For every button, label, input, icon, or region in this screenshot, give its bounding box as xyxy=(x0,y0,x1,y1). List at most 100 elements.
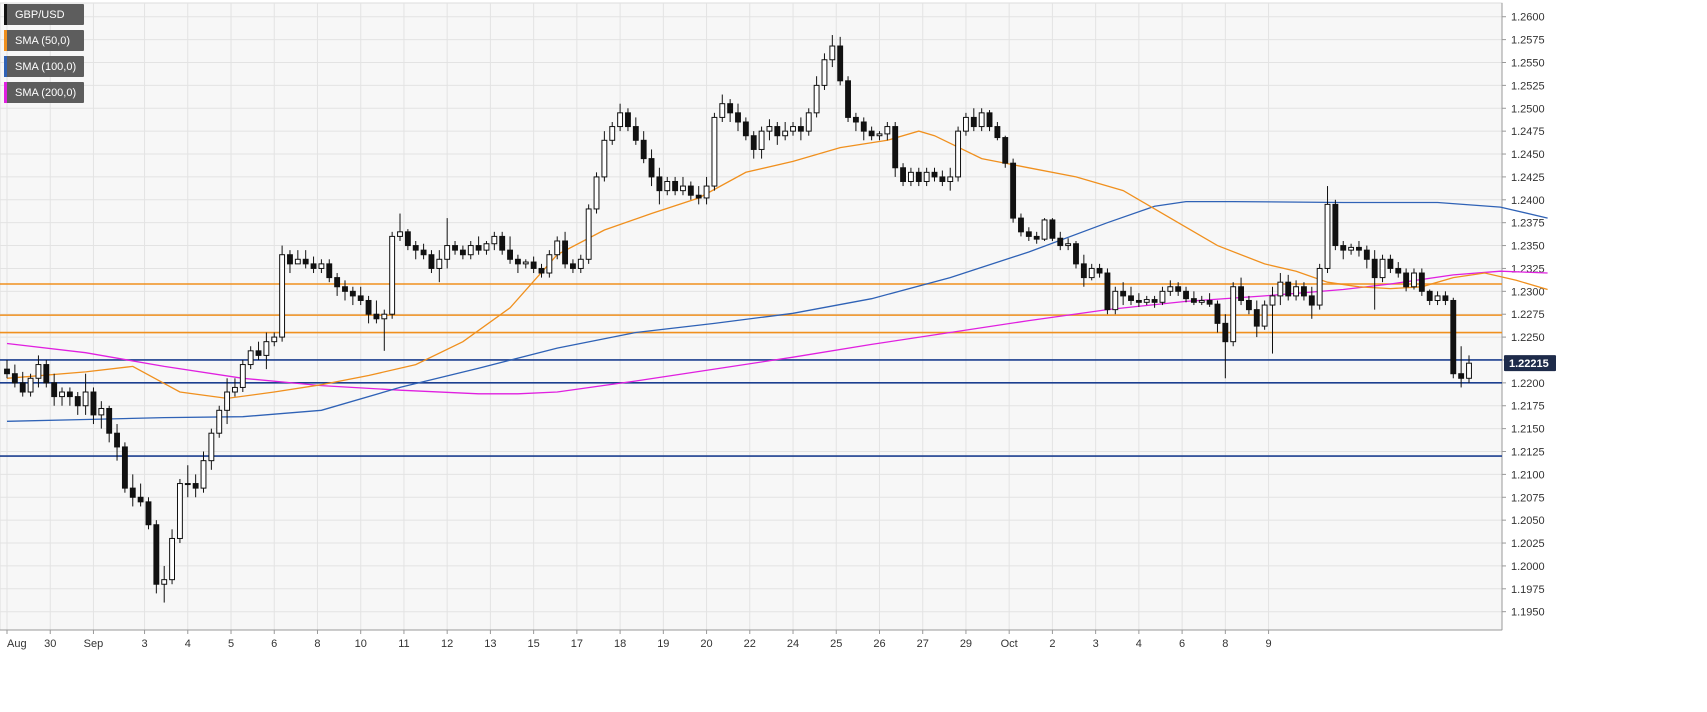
candle[interactable] xyxy=(1308,295,1315,306)
candle[interactable] xyxy=(1096,267,1103,274)
candle[interactable] xyxy=(1363,249,1370,260)
candle[interactable] xyxy=(1466,362,1472,379)
candle[interactable] xyxy=(279,254,286,338)
candle[interactable] xyxy=(970,116,977,128)
candle[interactable] xyxy=(1253,309,1260,327)
candle[interactable] xyxy=(546,254,553,274)
candle[interactable] xyxy=(955,130,962,178)
candle[interactable] xyxy=(1379,258,1386,279)
candle[interactable] xyxy=(137,496,144,503)
candle[interactable] xyxy=(1277,281,1284,297)
candle[interactable] xyxy=(35,364,42,379)
candle[interactable] xyxy=(90,391,97,416)
candle[interactable] xyxy=(758,130,765,150)
candle[interactable] xyxy=(216,409,223,434)
candle[interactable] xyxy=(577,258,584,269)
candle[interactable] xyxy=(475,245,482,251)
candle[interactable] xyxy=(263,341,270,356)
candle[interactable] xyxy=(1340,245,1347,251)
candle[interactable] xyxy=(648,158,655,178)
candle[interactable] xyxy=(381,313,388,320)
candle[interactable] xyxy=(51,382,58,398)
candle[interactable] xyxy=(1049,219,1056,239)
candle[interactable] xyxy=(884,126,891,135)
candle[interactable] xyxy=(632,126,639,141)
candle[interactable] xyxy=(907,171,914,182)
candle[interactable] xyxy=(1167,286,1174,292)
candle[interactable] xyxy=(1371,258,1378,279)
candle[interactable] xyxy=(1002,137,1009,164)
candle[interactable] xyxy=(59,391,65,398)
candle[interactable] xyxy=(4,368,10,375)
candle[interactable] xyxy=(1230,286,1237,343)
legend-item-sma100[interactable]: SMA (100,0) xyxy=(4,56,85,77)
candle[interactable] xyxy=(742,121,749,137)
candle[interactable] xyxy=(797,126,804,132)
candle[interactable] xyxy=(1135,299,1142,303)
candle[interactable] xyxy=(1151,299,1158,303)
legend-item-sma50[interactable]: SMA (50,0) xyxy=(4,30,85,51)
candle[interactable] xyxy=(609,126,616,141)
candle[interactable] xyxy=(837,45,844,82)
candle[interactable] xyxy=(1112,290,1119,311)
candle[interactable] xyxy=(66,391,73,398)
candle[interactable] xyxy=(1403,272,1410,288)
candle[interactable] xyxy=(342,286,348,292)
candle[interactable] xyxy=(106,407,113,434)
candle[interactable] xyxy=(302,258,309,265)
candle[interactable] xyxy=(1041,219,1048,240)
candle[interactable] xyxy=(562,240,569,265)
candle[interactable] xyxy=(1316,267,1323,306)
candle[interactable] xyxy=(1332,203,1339,247)
candle[interactable] xyxy=(200,460,207,489)
candle[interactable] xyxy=(326,263,333,279)
candle[interactable] xyxy=(459,249,466,256)
candle[interactable] xyxy=(483,243,490,251)
candle[interactable] xyxy=(1261,304,1268,327)
legend-item-gbpusd[interactable]: GBP/USD xyxy=(4,4,85,25)
candle[interactable] xyxy=(782,130,789,137)
candle[interactable] xyxy=(1411,272,1417,288)
candle[interactable] xyxy=(176,483,183,539)
candle[interactable] xyxy=(868,130,875,137)
candle[interactable] xyxy=(1198,299,1205,303)
candle[interactable] xyxy=(1206,299,1213,305)
candle[interactable] xyxy=(892,126,899,169)
candle[interactable] xyxy=(931,171,938,178)
candle[interactable] xyxy=(82,391,89,407)
candle[interactable] xyxy=(923,171,930,182)
candle[interactable] xyxy=(703,185,710,199)
candle[interactable] xyxy=(74,396,81,407)
candle[interactable] xyxy=(1300,286,1307,297)
candle[interactable] xyxy=(1143,299,1150,303)
candle[interactable] xyxy=(766,126,773,132)
candle[interactable] xyxy=(1128,295,1134,301)
candle[interactable] xyxy=(569,263,576,269)
candle[interactable] xyxy=(19,382,26,393)
candle[interactable] xyxy=(1450,299,1457,375)
candle[interactable] xyxy=(860,121,867,132)
candle[interactable] xyxy=(373,313,380,320)
candle[interactable] xyxy=(420,249,427,256)
candle[interactable] xyxy=(224,391,231,411)
candle[interactable] xyxy=(169,537,176,581)
candle[interactable] xyxy=(680,185,686,192)
candle[interactable] xyxy=(625,112,631,128)
candle[interactable] xyxy=(184,483,191,486)
candle[interactable] xyxy=(1222,322,1229,343)
candle[interactable] xyxy=(310,263,317,269)
candle[interactable] xyxy=(129,487,136,498)
candle[interactable] xyxy=(522,261,529,265)
candle[interactable] xyxy=(900,167,907,182)
candle[interactable] xyxy=(239,364,246,388)
candle[interactable] xyxy=(1324,203,1331,269)
candle[interactable] xyxy=(467,245,474,256)
candle[interactable] xyxy=(876,133,883,137)
candle[interactable] xyxy=(963,116,969,132)
candle[interactable] xyxy=(365,299,372,315)
candle[interactable] xyxy=(428,254,435,269)
candle[interactable] xyxy=(790,126,796,132)
candle[interactable] xyxy=(1285,281,1292,297)
candle[interactable] xyxy=(153,524,160,585)
